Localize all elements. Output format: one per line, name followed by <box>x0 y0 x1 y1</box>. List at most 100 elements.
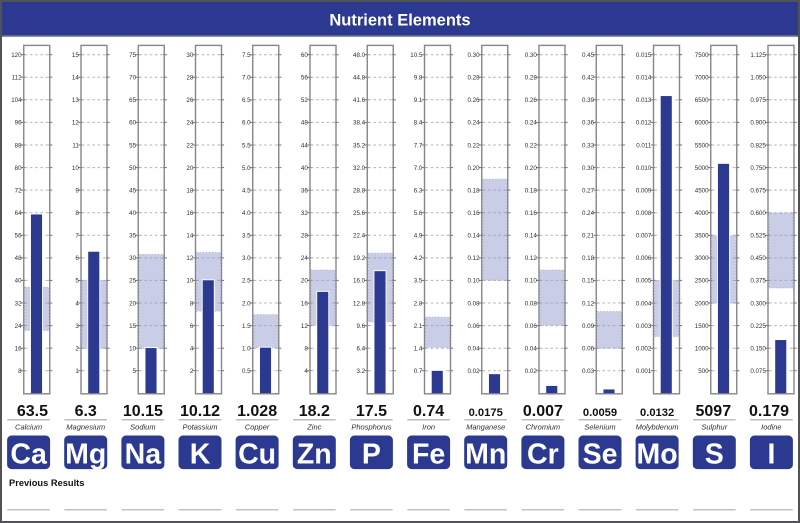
svg-text:7.7: 7.7 <box>414 142 423 149</box>
svg-text:0.04: 0.04 <box>525 346 538 353</box>
svg-text:0.18: 0.18 <box>468 187 481 194</box>
svg-text:7000: 7000 <box>695 75 709 82</box>
svg-text:1500: 1500 <box>695 323 709 330</box>
svg-text:112: 112 <box>12 75 22 82</box>
svg-text:3.0: 3.0 <box>242 255 251 262</box>
svg-text:Chromium: Chromium <box>526 422 561 431</box>
svg-text:0.525: 0.525 <box>750 233 766 240</box>
svg-text:35.2: 35.2 <box>353 142 366 149</box>
svg-text:32: 32 <box>15 300 22 307</box>
svg-text:0.39: 0.39 <box>582 97 595 104</box>
svg-text:60: 60 <box>129 120 136 127</box>
svg-text:P: P <box>362 438 381 470</box>
svg-text:Magnesium: Magnesium <box>66 422 105 431</box>
svg-text:3000: 3000 <box>695 255 709 262</box>
svg-text:0.0132: 0.0132 <box>640 407 674 419</box>
svg-text:Manganese: Manganese <box>466 422 505 431</box>
svg-text:0.012: 0.012 <box>636 120 652 127</box>
svg-text:24: 24 <box>301 255 308 262</box>
svg-text:22.4: 22.4 <box>353 233 366 240</box>
svg-text:Cr: Cr <box>527 438 559 470</box>
svg-text:56: 56 <box>301 75 308 82</box>
svg-text:Molybdenum: Molybdenum <box>636 422 679 431</box>
svg-text:40: 40 <box>129 210 136 217</box>
svg-text:3: 3 <box>75 323 79 330</box>
svg-text:8: 8 <box>18 368 22 375</box>
svg-text:0.22: 0.22 <box>525 142 538 149</box>
svg-text:0.28: 0.28 <box>525 75 538 82</box>
svg-text:22: 22 <box>186 142 193 149</box>
svg-text:0.014: 0.014 <box>636 75 652 82</box>
svg-text:0.675: 0.675 <box>750 187 766 194</box>
svg-text:10.15: 10.15 <box>123 403 163 420</box>
svg-text:8: 8 <box>190 300 194 307</box>
svg-text:0.16: 0.16 <box>525 210 538 217</box>
svg-text:Mn: Mn <box>465 438 506 470</box>
svg-text:104: 104 <box>11 97 22 104</box>
svg-text:5.5: 5.5 <box>242 142 251 149</box>
svg-text:4.9: 4.9 <box>414 233 423 240</box>
svg-text:0.74: 0.74 <box>413 403 444 420</box>
svg-text:5097: 5097 <box>696 403 732 420</box>
svg-text:20: 20 <box>301 278 308 285</box>
svg-text:0.24: 0.24 <box>582 210 595 217</box>
svg-text:40: 40 <box>15 278 22 285</box>
svg-text:64: 64 <box>15 210 22 217</box>
svg-text:38.4: 38.4 <box>353 120 366 127</box>
svg-text:4.5: 4.5 <box>242 187 251 194</box>
svg-text:5: 5 <box>133 368 137 375</box>
svg-text:0.36: 0.36 <box>582 120 595 127</box>
svg-text:0.09: 0.09 <box>582 323 595 330</box>
svg-text:96: 96 <box>15 120 22 127</box>
svg-text:6.0: 6.0 <box>242 120 251 127</box>
svg-text:500: 500 <box>698 368 709 375</box>
svg-text:0.06: 0.06 <box>525 323 538 330</box>
svg-text:1.0: 1.0 <box>242 346 251 353</box>
svg-text:0.16: 0.16 <box>468 210 481 217</box>
svg-text:45: 45 <box>129 187 136 194</box>
svg-text:0.450: 0.450 <box>750 255 766 262</box>
svg-text:48.0: 48.0 <box>353 52 366 59</box>
svg-text:Copper: Copper <box>245 422 270 431</box>
svg-text:1.050: 1.050 <box>750 75 766 82</box>
svg-text:0.003: 0.003 <box>636 323 652 330</box>
svg-text:0.009: 0.009 <box>636 187 652 194</box>
svg-text:60: 60 <box>301 52 308 59</box>
svg-text:0.15: 0.15 <box>582 278 595 285</box>
svg-text:0.42: 0.42 <box>582 75 595 82</box>
svg-text:0.45: 0.45 <box>582 52 595 59</box>
svg-text:Na: Na <box>125 438 163 470</box>
svg-text:18.2: 18.2 <box>299 403 330 420</box>
svg-text:7.5: 7.5 <box>242 52 251 59</box>
svg-text:7500: 7500 <box>695 52 709 59</box>
svg-text:15: 15 <box>129 323 136 330</box>
svg-text:4: 4 <box>190 346 194 353</box>
svg-text:Sodium: Sodium <box>130 422 155 431</box>
svg-text:0.825: 0.825 <box>750 142 766 149</box>
svg-text:3500: 3500 <box>695 233 709 240</box>
svg-text:2.8: 2.8 <box>414 300 423 307</box>
svg-text:18: 18 <box>186 187 193 194</box>
svg-text:10.12: 10.12 <box>180 403 220 420</box>
svg-text:65: 65 <box>129 97 136 104</box>
svg-text:2.1: 2.1 <box>414 323 423 330</box>
svg-text:40: 40 <box>301 165 308 172</box>
svg-text:1.125: 1.125 <box>750 52 766 59</box>
svg-text:0.750: 0.750 <box>750 165 766 172</box>
svg-text:0.179: 0.179 <box>749 403 789 420</box>
svg-text:0.007: 0.007 <box>636 233 652 240</box>
svg-text:52: 52 <box>301 97 308 104</box>
svg-text:9.8: 9.8 <box>414 75 423 82</box>
svg-text:3.5: 3.5 <box>242 233 251 240</box>
svg-text:63.5: 63.5 <box>17 403 48 420</box>
svg-text:6: 6 <box>190 323 194 330</box>
svg-text:Ca: Ca <box>10 438 48 470</box>
svg-text:4: 4 <box>75 300 79 307</box>
svg-text:0.03: 0.03 <box>582 368 595 375</box>
svg-text:13: 13 <box>72 97 79 104</box>
svg-text:50: 50 <box>129 165 136 172</box>
svg-text:Se: Se <box>583 438 618 470</box>
svg-text:0.006: 0.006 <box>636 255 652 262</box>
svg-text:2.0: 2.0 <box>242 300 251 307</box>
svg-text:8.4: 8.4 <box>414 120 423 127</box>
